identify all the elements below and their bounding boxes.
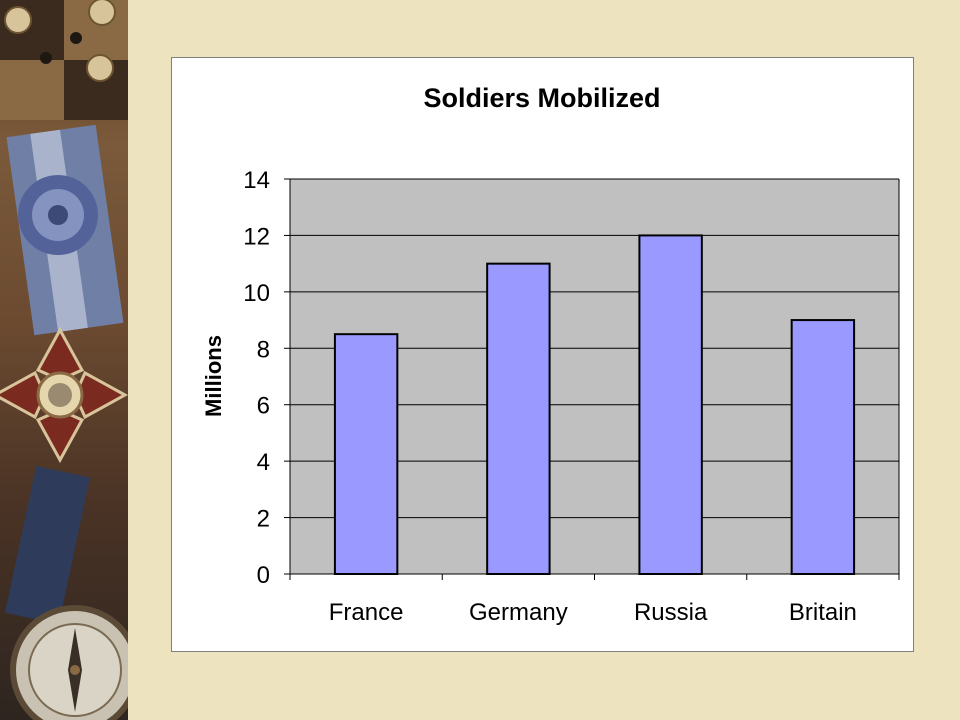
- y-axis-label: Millions: [201, 335, 226, 417]
- ribbon-rosette-icon: [6, 124, 124, 336]
- y-tick-label: 14: [243, 167, 270, 194]
- y-tick-label: 0: [257, 562, 270, 589]
- bar-france: [333, 333, 399, 575]
- bar-chart: Soldiers Mobilized Millions 0 2 4 6 8 10 12 14 F…: [201, 83, 900, 626]
- x-tick-label: Britain: [789, 599, 857, 626]
- decorative-side-image: [0, 0, 128, 720]
- x-tick-label: Russia: [634, 599, 708, 626]
- chart-title: Soldiers Mobilized: [423, 83, 660, 113]
- bar-britain: [790, 319, 856, 576]
- decorative-collage: [0, 0, 128, 720]
- y-tick-label: 4: [257, 449, 270, 476]
- y-tick-label: 12: [243, 223, 270, 250]
- compass-icon: [10, 605, 128, 720]
- buttons-icon: [4, 0, 116, 82]
- x-tick-label: Germany: [469, 599, 568, 626]
- medal-cross-icon: [0, 326, 128, 464]
- chart-panel: Soldiers Mobilized Millions 0 2 4 6 8 10 12 14 F…: [171, 57, 914, 652]
- y-tick-label: 6: [257, 393, 270, 420]
- y-tick-label: 8: [257, 336, 270, 363]
- dark-ribbon: [4, 466, 90, 625]
- bar-russia: [638, 234, 703, 576]
- y-tick-label: 2: [257, 506, 270, 533]
- bar-germany: [486, 262, 551, 575]
- y-tick-label: 10: [243, 280, 270, 307]
- x-tick-label: France: [329, 599, 404, 626]
